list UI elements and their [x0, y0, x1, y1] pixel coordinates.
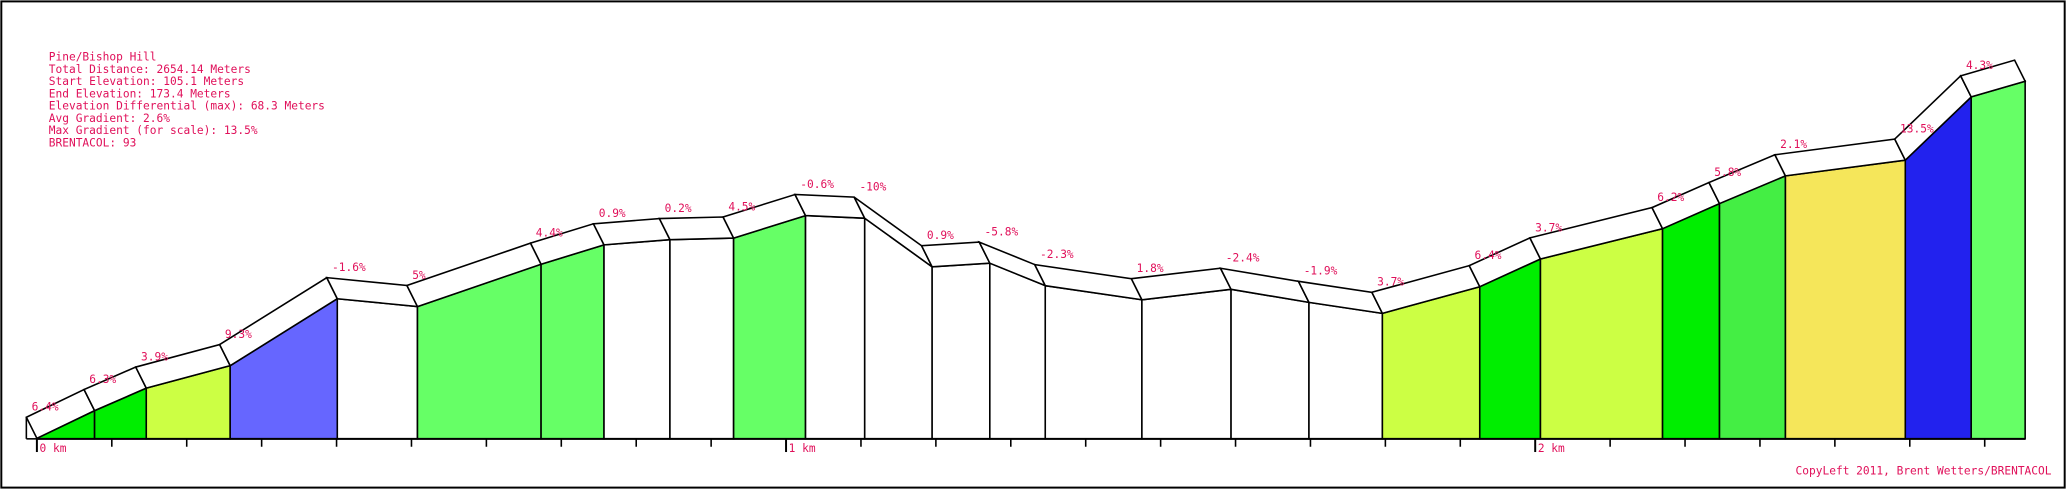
gradient-label: 5% — [412, 269, 426, 282]
gradient-label: 6.4% — [1474, 249, 1501, 262]
segment — [1539, 227, 1664, 440]
x-tick-label: 1 km — [789, 442, 816, 455]
info-line: BRENTACOL: 93 — [49, 136, 137, 149]
gradient-label: -2.4% — [1226, 252, 1260, 265]
gradient-label: -2.3% — [1040, 248, 1074, 261]
info-line: End Elevation: 173.4 Meters — [49, 87, 231, 100]
segment — [336, 297, 419, 440]
info-line: Pine/Bishop Hill — [49, 51, 157, 64]
gradient-label: 0.9% — [927, 229, 954, 242]
gradient-label: 6.3% — [89, 373, 116, 386]
segment — [1308, 301, 1384, 440]
gradient-label: 0.9% — [599, 207, 626, 220]
segment-band — [920, 241, 992, 268]
gradient-label: -5.8% — [985, 226, 1019, 239]
gradient-label: 6.2% — [1657, 191, 1684, 204]
segment — [1141, 288, 1232, 440]
gradient-label: 3.7% — [1535, 221, 1562, 234]
segment — [669, 237, 735, 440]
segment — [989, 262, 1047, 440]
segment — [1230, 288, 1310, 440]
gradient-label: -1.6% — [332, 261, 366, 274]
gradient-label: 2.1% — [1780, 138, 1807, 151]
segment — [1718, 174, 1787, 440]
gradient-label: -10% — [859, 181, 886, 194]
segment — [804, 214, 866, 440]
gradient-label: 4.4% — [536, 227, 563, 240]
gradient-label: -1.9% — [1304, 265, 1338, 278]
footer: CopyLeft 2011, Brent Wetters/BRENTACOL — [1796, 464, 2052, 477]
gradient-label: 1.8% — [1137, 262, 1164, 275]
segment — [540, 243, 605, 440]
gradient-label: 9.3% — [225, 328, 252, 341]
gradient-label: 0.2% — [665, 202, 692, 215]
segment-band — [592, 217, 672, 246]
gradient-label: 13.5% — [1900, 123, 1934, 136]
gradient-label: 4.5% — [728, 200, 755, 213]
segment — [603, 238, 671, 440]
segment — [1970, 80, 2026, 440]
segment — [1784, 159, 1907, 440]
info-line: Elevation Differential (max): 68.3 Meter… — [49, 100, 325, 113]
gradient-label: -0.6% — [800, 178, 834, 191]
gradient-label: 4.3% — [1966, 59, 1993, 72]
segment-band — [658, 216, 735, 241]
segment — [732, 214, 807, 440]
segment — [1661, 202, 1721, 440]
segment — [1478, 257, 1542, 440]
x-tick-label: 0 km — [40, 442, 67, 455]
info-line: Total Distance: 2654.14 Meters — [49, 63, 251, 76]
info-line: Max Gradient (for scale): 13.5% — [49, 124, 258, 137]
info-line: Avg Gradient: 2.6% — [49, 112, 171, 125]
gradient-label: 5.8% — [1714, 166, 1741, 179]
segment — [931, 262, 991, 440]
x-tick-label: 2 km — [1538, 442, 1565, 455]
segment — [1044, 284, 1143, 440]
gradient-label: 3.7% — [1377, 276, 1404, 289]
info-line: Start Elevation: 105.1 Meters — [49, 75, 244, 88]
segment-band — [1959, 59, 2027, 98]
gradient-label: 3.9% — [141, 350, 168, 363]
gradient-label: 6.4% — [32, 401, 59, 414]
